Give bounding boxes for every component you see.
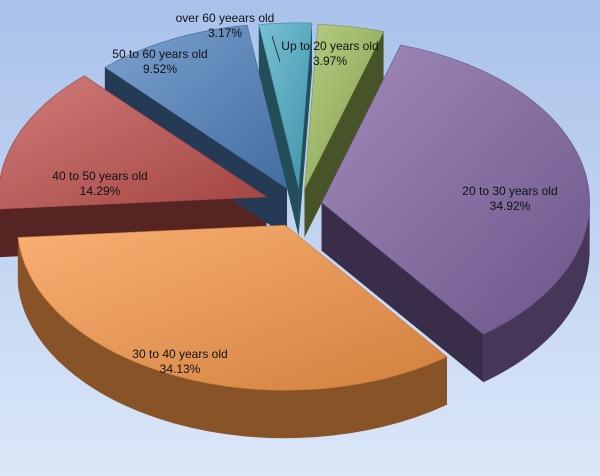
slice-label-3: 40 to 50 years old 14.29% (52, 169, 147, 198)
slice-up-to-20-years-old (304, 24, 385, 190)
slice-label-1: 20 to 30 years old 34.92% (462, 184, 557, 213)
slice-30-to-40-years-old (17, 224, 448, 391)
slice-wall-5-0 (258, 24, 299, 236)
slice-label-2: 30 to 40 years old 34.13% (132, 347, 227, 376)
slice-wall-5-1 (298, 22, 313, 236)
slice-wall-0-1 (304, 31, 384, 238)
leader-line-over-60 (271, 35, 281, 63)
slice-over-60-yeears-old (258, 22, 313, 188)
slice-40-to-50-years-old (0, 75, 268, 210)
slice-50-to-60-years-old (104, 24, 288, 190)
slice-label-4: 50 to 60 years old 9.52% (112, 47, 207, 76)
slice-side-1 (483, 202, 590, 383)
slice-20-to-30-years-old (321, 44, 590, 335)
slice-wall-1-1 (321, 202, 484, 383)
slice-label-5: over 60 yeears old 3.17% (176, 11, 275, 40)
slice-side-2 (17, 237, 447, 439)
slice-label-0: Up to 20 years old 3.97% (281, 39, 378, 68)
